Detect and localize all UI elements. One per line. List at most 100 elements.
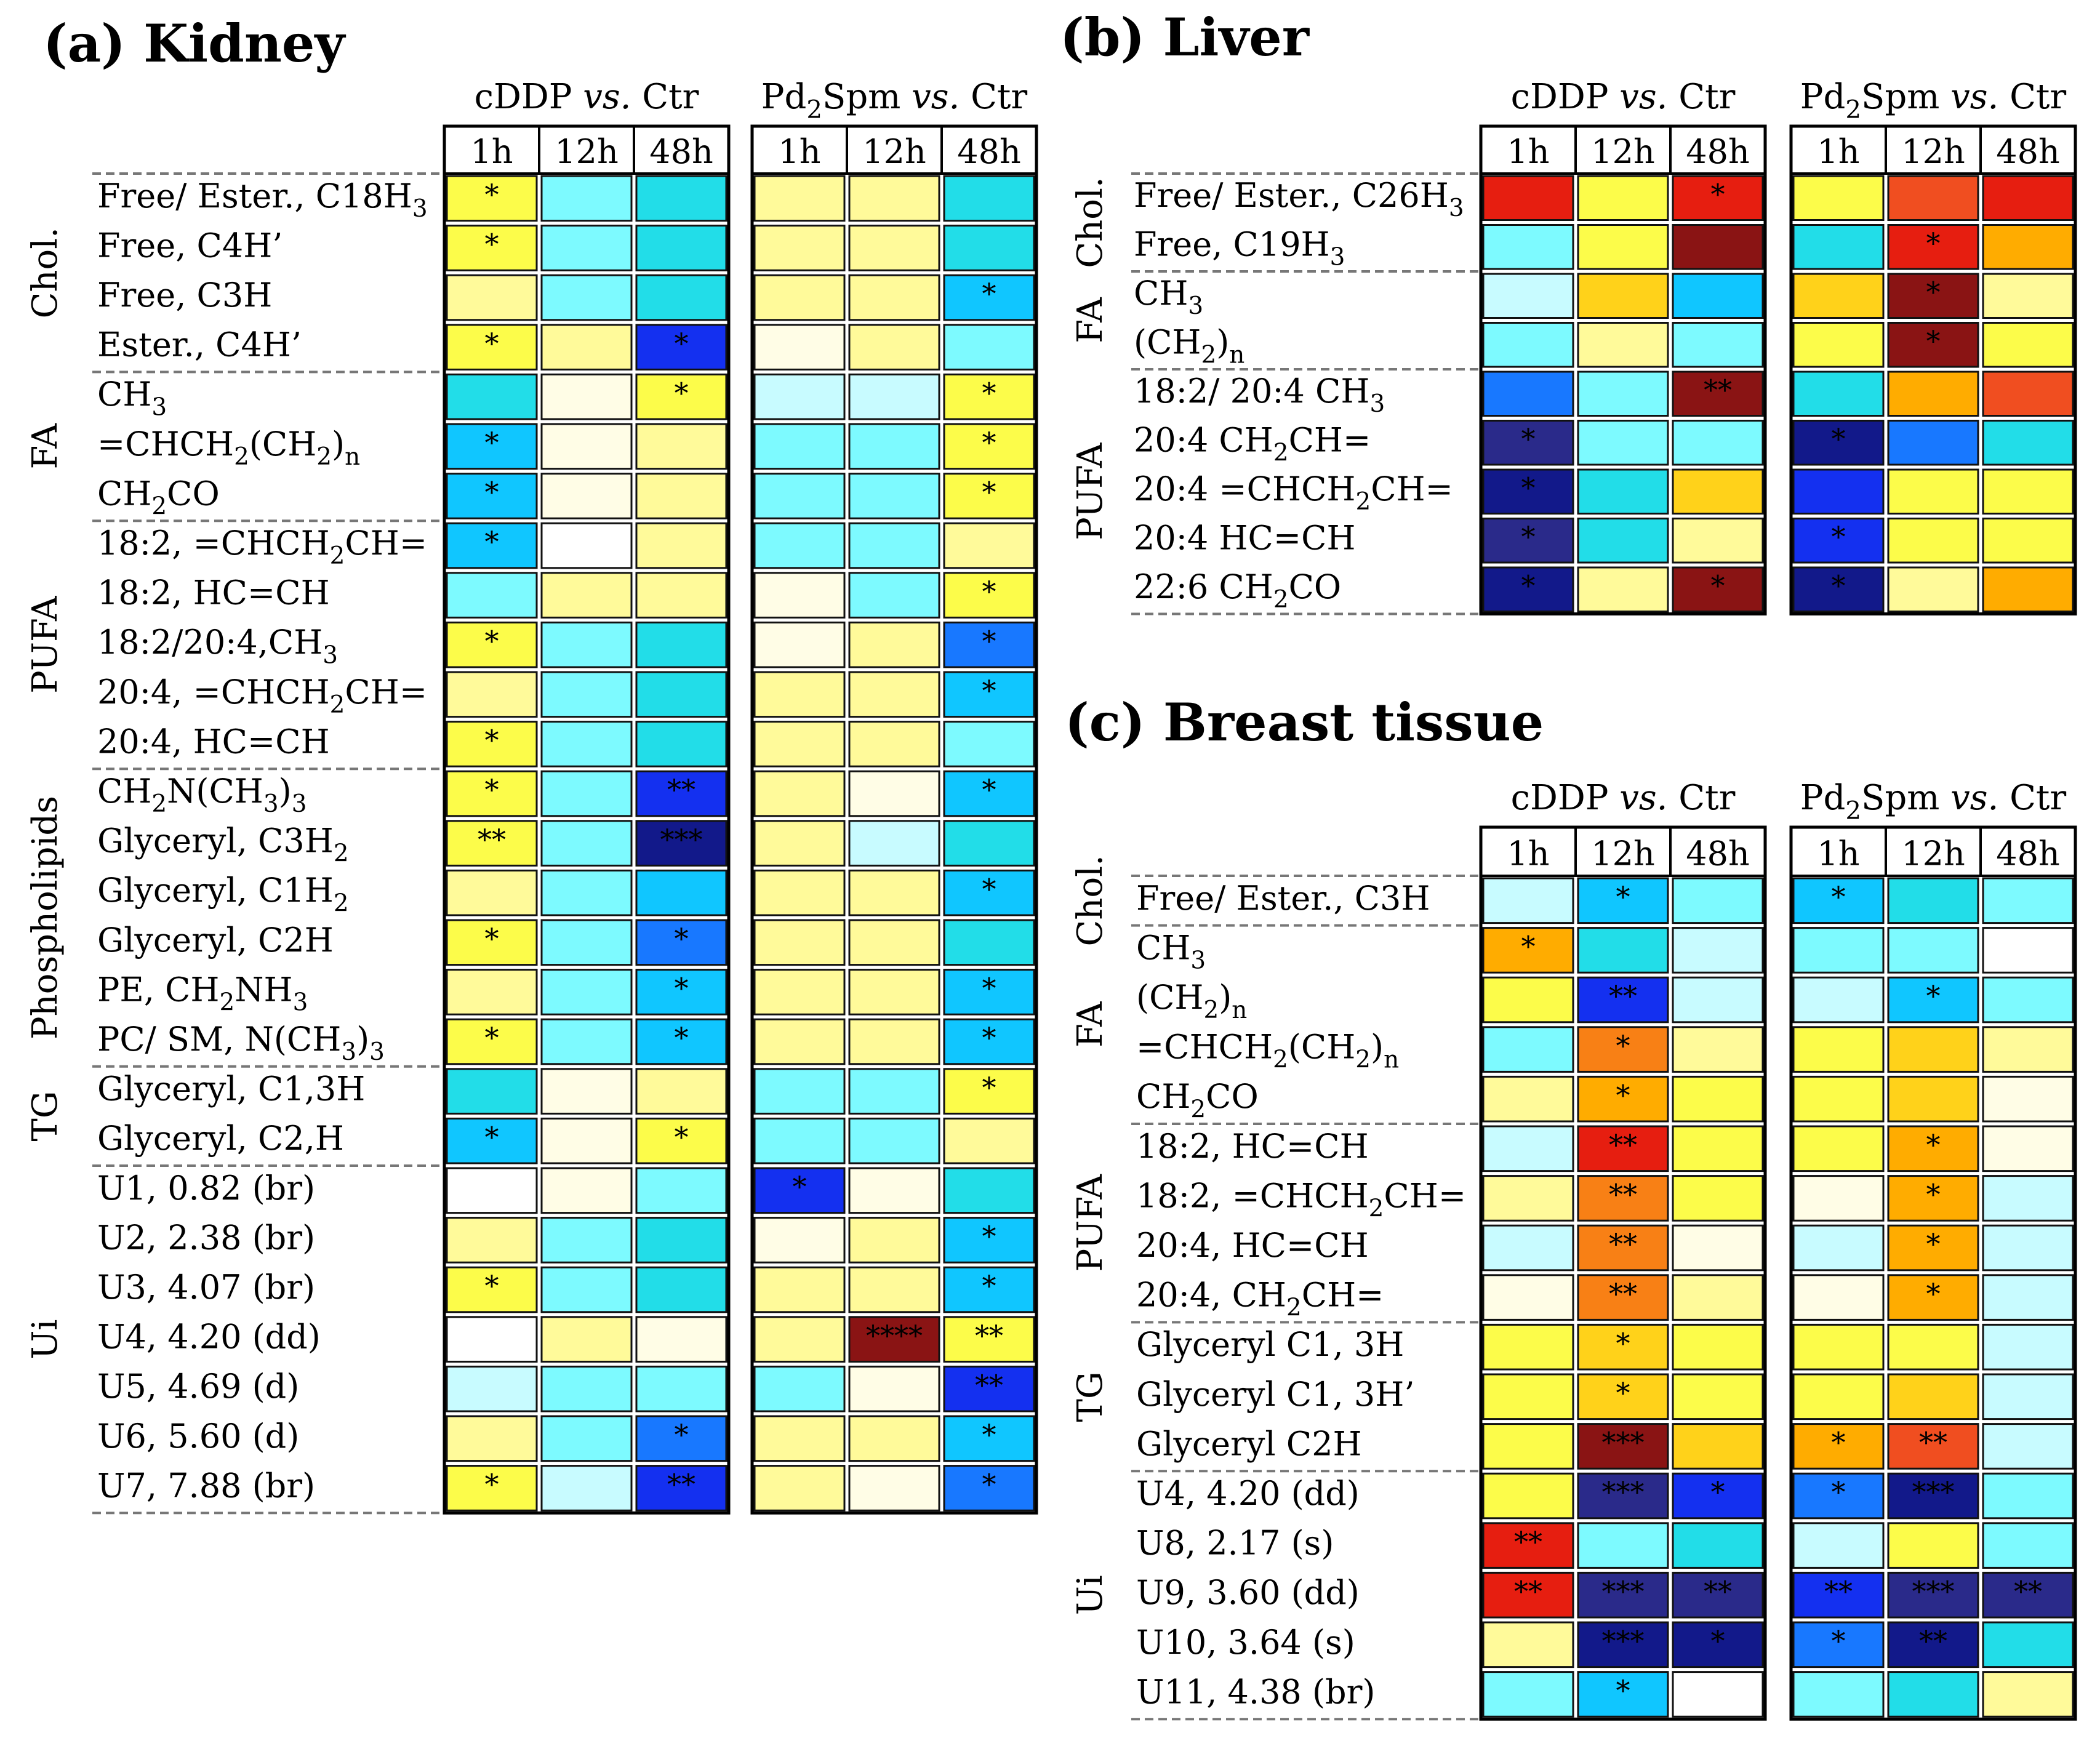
heat-cell bbox=[753, 721, 846, 767]
heat-cell bbox=[1887, 1075, 1979, 1123]
heat-cell bbox=[1672, 877, 1764, 924]
time-label-12h: 12h bbox=[555, 132, 619, 171]
time-label-48h: 48h bbox=[1686, 835, 1750, 873]
heat-cell bbox=[1887, 1522, 1979, 1569]
heat-cell bbox=[1792, 1671, 1885, 1718]
heat-cell bbox=[1982, 1571, 2074, 1619]
heat-cell bbox=[1792, 1323, 1885, 1371]
heat-cell bbox=[1482, 175, 1574, 221]
heat-cell bbox=[1792, 1571, 1885, 1619]
row-label: CH3 bbox=[1136, 928, 1206, 974]
heat-cell bbox=[1482, 224, 1574, 270]
heat-cell bbox=[1672, 224, 1764, 270]
row-label: (CH2)n bbox=[1134, 323, 1244, 369]
heat-cell bbox=[1887, 1026, 1979, 1073]
heat-cell bbox=[1792, 566, 1885, 612]
time-header-cell bbox=[1480, 125, 1577, 175]
heat-cell bbox=[1792, 322, 1885, 368]
row-label: 18:2/20:4,CH3 bbox=[97, 623, 338, 669]
heat-cell bbox=[635, 869, 727, 916]
heat-cell bbox=[635, 473, 727, 519]
time-header-cell bbox=[846, 125, 943, 175]
time-label-12h: 12h bbox=[1901, 132, 1965, 171]
heat-cell bbox=[446, 522, 538, 569]
significance-mark: ** bbox=[1919, 1624, 1947, 1657]
heat-cell bbox=[753, 621, 846, 668]
row-label: Free, C3H bbox=[97, 276, 272, 315]
heat-cell bbox=[848, 225, 940, 271]
time-label-12h: 12h bbox=[862, 132, 926, 171]
heat-cell bbox=[1792, 224, 1885, 270]
row-label: 20:4 HC=CH bbox=[1134, 519, 1356, 558]
heat-cell bbox=[848, 1068, 940, 1115]
heat-cell bbox=[540, 1167, 633, 1214]
heat-cell bbox=[848, 1167, 940, 1214]
row-label: CH3 bbox=[97, 375, 167, 421]
heat-cell bbox=[540, 274, 633, 321]
significance-mark: * bbox=[1832, 880, 1846, 913]
heat-cell bbox=[1792, 1621, 1885, 1669]
heat-cell bbox=[446, 820, 538, 867]
heat-cell bbox=[540, 969, 633, 1016]
heat-cell bbox=[848, 1266, 940, 1313]
heat-cell bbox=[1887, 1274, 1979, 1321]
heat-cell bbox=[540, 770, 633, 817]
significance-mark: * bbox=[982, 872, 996, 905]
significance-mark: * bbox=[1832, 1426, 1846, 1459]
significance-mark: *** bbox=[1912, 1475, 1955, 1509]
heat-cell bbox=[943, 1167, 1035, 1214]
heat-cell bbox=[943, 969, 1035, 1016]
heat-cell bbox=[1577, 566, 1669, 612]
heat-cell bbox=[540, 820, 633, 867]
row-label: =CHCH2(CH2)n bbox=[97, 425, 360, 471]
heat-cell bbox=[848, 1117, 940, 1164]
heat-cell bbox=[635, 225, 727, 271]
heat-cell bbox=[1887, 976, 1979, 1024]
heat-cell bbox=[540, 1415, 633, 1462]
heat-cell bbox=[848, 324, 940, 371]
heat-cell bbox=[540, 473, 633, 519]
heat-cell bbox=[753, 572, 846, 619]
heat-cell bbox=[1887, 1373, 1979, 1420]
heat-cell bbox=[1577, 1075, 1669, 1123]
heat-cell bbox=[1887, 1571, 1979, 1619]
row-label: Free/ Ester., C3H bbox=[1136, 879, 1430, 918]
heat-cell bbox=[1672, 273, 1764, 319]
significance-mark: * bbox=[485, 426, 499, 459]
row-label: CH2CO bbox=[1136, 1077, 1259, 1123]
significance-mark: * bbox=[1926, 324, 1941, 358]
heat-cell bbox=[1887, 518, 1979, 564]
heat-cell bbox=[753, 671, 846, 718]
heat-cell bbox=[635, 919, 727, 966]
heat-cell bbox=[635, 572, 727, 619]
heat-cell bbox=[1577, 1423, 1669, 1470]
row-label: Free, C19H3 bbox=[1134, 225, 1345, 271]
heat-cell bbox=[1482, 1472, 1574, 1520]
heat-cell bbox=[848, 1415, 940, 1462]
heat-cell bbox=[540, 1068, 633, 1115]
group-frame bbox=[1789, 124, 2077, 615]
heat-cell bbox=[1982, 1175, 2074, 1222]
heat-cell bbox=[1577, 1472, 1669, 1520]
heat-cell bbox=[1482, 1671, 1574, 1718]
heat-cell bbox=[540, 1365, 633, 1412]
heat-cell bbox=[446, 1316, 538, 1363]
heat-cell bbox=[1887, 420, 1979, 466]
group-frame bbox=[1479, 124, 1767, 615]
heat-cell bbox=[635, 1415, 727, 1462]
heat-cell bbox=[446, 770, 538, 817]
heat-cell bbox=[540, 1217, 633, 1264]
heat-cell bbox=[1672, 175, 1764, 221]
time-header-cell bbox=[751, 125, 848, 175]
row-label: Glyceryl, C2,H bbox=[97, 1119, 344, 1158]
heat-cell bbox=[540, 671, 633, 718]
heat-cell bbox=[943, 621, 1035, 668]
heat-cell bbox=[1792, 1522, 1885, 1569]
time-header-cell bbox=[1979, 826, 2077, 877]
heat-cell bbox=[1577, 1571, 1669, 1619]
heat-cell bbox=[540, 721, 633, 767]
heat-cell bbox=[1982, 1373, 2074, 1420]
row-label: 20:4, CH2CH= bbox=[1136, 1276, 1384, 1322]
heat-cell bbox=[1792, 273, 1885, 319]
